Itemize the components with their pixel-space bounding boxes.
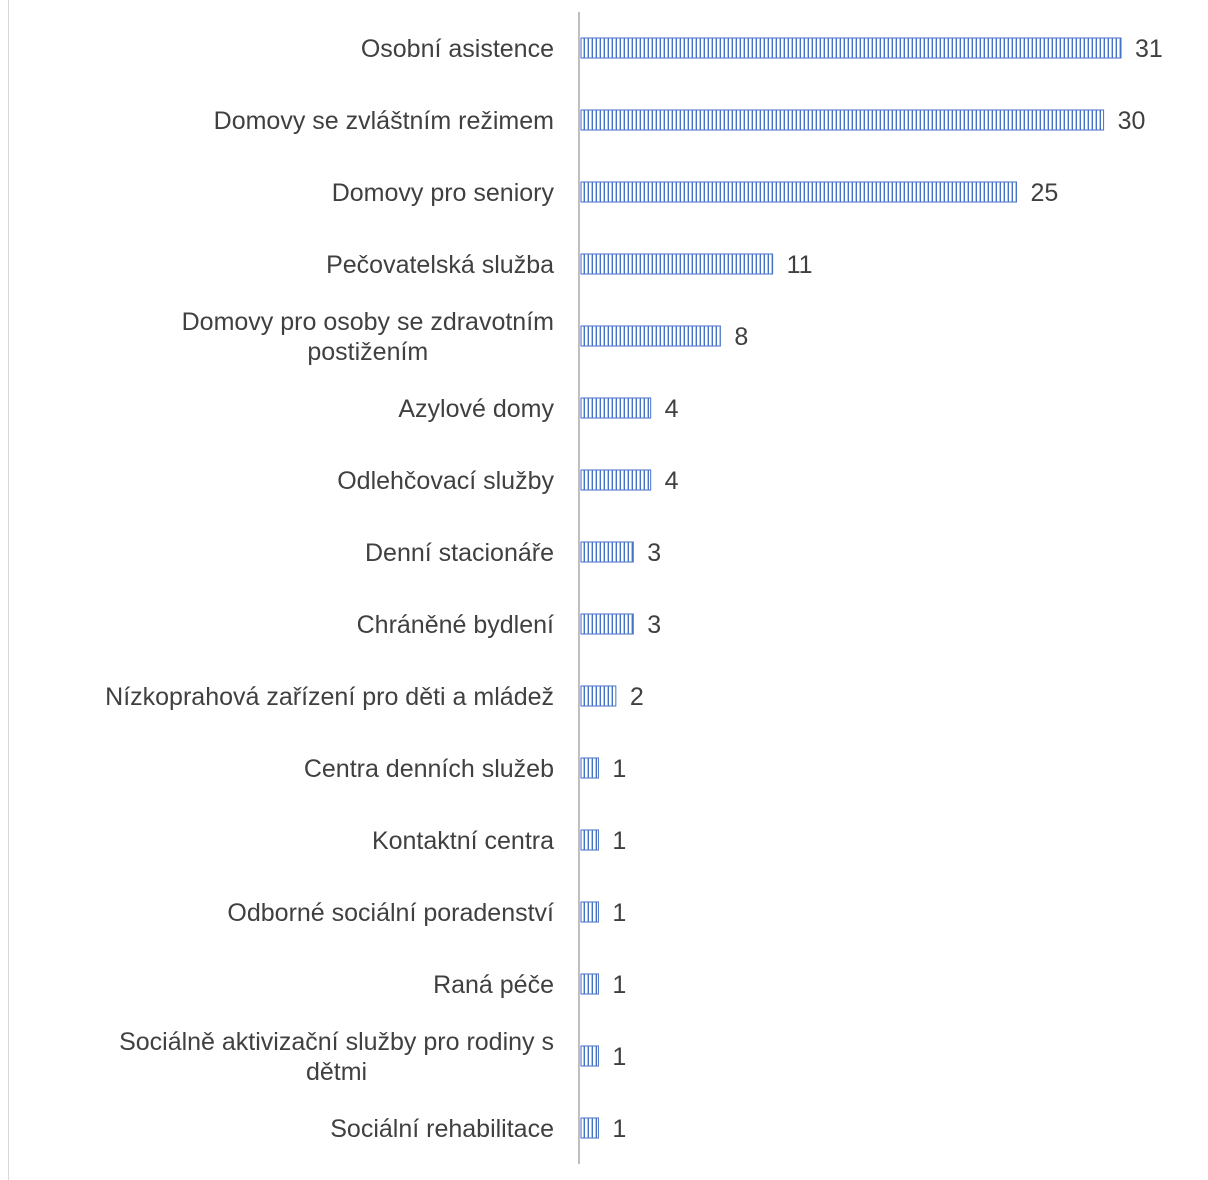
bar: [580, 685, 617, 707]
category-label: Domovy pro osoby se zdravotním postižením: [182, 308, 554, 366]
data-label: 1: [612, 827, 626, 855]
category-label: Raná péče: [433, 971, 554, 999]
data-label: 4: [665, 467, 679, 495]
category-label: Domovy pro seniory: [332, 179, 555, 207]
data-label: 25: [1030, 179, 1058, 207]
bar: [580, 181, 1017, 203]
category-label: Chráněné bydlení: [357, 611, 554, 639]
bar: [580, 901, 599, 923]
data-label: 1: [612, 1043, 626, 1071]
bar: [580, 829, 599, 851]
chart-frame: 31 Osobní asistence 30 Domovy se zvláštním …: [8, 0, 1208, 1180]
data-label: 30: [1118, 107, 1146, 135]
category-label: Azylové domy: [398, 395, 554, 423]
bar: [580, 37, 1122, 59]
bar: [580, 325, 721, 347]
category-label: Odborné sociální poradenství: [227, 899, 554, 927]
category-label: Sociální rehabilitace: [330, 1115, 554, 1143]
bar: [580, 757, 599, 779]
data-label: 3: [647, 539, 661, 567]
bar: [580, 1045, 599, 1067]
bar: [580, 253, 774, 275]
bar: [580, 613, 634, 635]
data-label: 31: [1135, 35, 1163, 63]
data-label: 3: [647, 611, 661, 639]
category-label: Osobní asistence: [361, 35, 554, 63]
data-label: 1: [612, 1115, 626, 1143]
category-label: Pečovatelská služba: [326, 251, 554, 279]
data-label: 1: [612, 755, 626, 783]
category-label: Sociálně aktivizační služby pro rodiny s…: [119, 1028, 554, 1086]
category-label: Kontaktní centra: [372, 827, 554, 855]
category-label: Denní stacionáře: [365, 539, 554, 567]
data-label: 2: [630, 683, 644, 711]
category-label: Odlehčovací služby: [337, 467, 554, 495]
bar: [580, 397, 652, 419]
data-label: 4: [665, 395, 679, 423]
data-label: 11: [787, 251, 813, 279]
data-label: 1: [612, 899, 626, 927]
bar: [580, 541, 634, 563]
category-label: Nízkoprahová zařízení pro děti a mládež: [105, 683, 554, 711]
bar: [580, 469, 652, 491]
bar: [580, 1117, 599, 1139]
category-label: Centra denních služeb: [304, 755, 554, 783]
bar: [580, 109, 1105, 131]
data-label: 1: [612, 971, 626, 999]
data-label: 8: [734, 323, 748, 351]
bar: [580, 973, 599, 995]
category-label: Domovy se zvláštním režimem: [214, 107, 554, 135]
